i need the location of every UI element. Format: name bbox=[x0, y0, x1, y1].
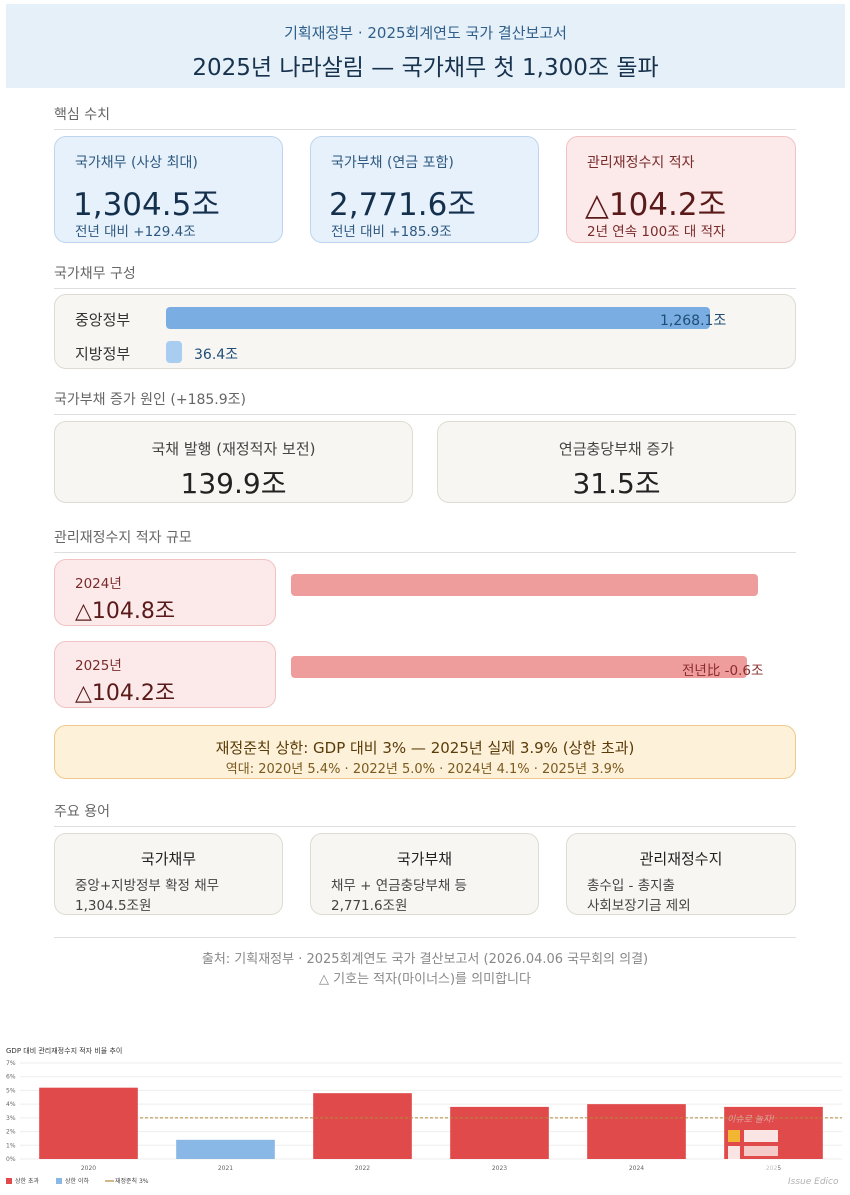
mini-x-tick-label: 2023 bbox=[492, 1165, 507, 1172]
national-debt-change: 전년 대비 +129.4조 bbox=[75, 224, 196, 240]
bond-issuance-value: 139.9조 bbox=[180, 467, 287, 500]
mini-bar bbox=[176, 1139, 275, 1159]
mini-bar bbox=[313, 1093, 412, 1159]
mini-x-tick-label: 2022 bbox=[355, 1165, 370, 1172]
pension-liability-card: 연금충당부채 증가 31.5조 bbox=[437, 421, 796, 503]
mini-bar bbox=[587, 1104, 686, 1159]
mini-bar bbox=[39, 1087, 138, 1159]
mini-legend-label: 상한 초과 bbox=[15, 1177, 39, 1185]
mini-y-tick-label: 5% bbox=[6, 1087, 16, 1094]
pension-liability-label: 연금충당부채 증가 bbox=[558, 440, 675, 458]
mini-legend-swatch bbox=[6, 1178, 12, 1184]
mini-legend-label: 재정준칙 3% bbox=[115, 1177, 149, 1185]
mini-chart-title: GDP 대비 관리재정수지 적자 비율 추이 bbox=[6, 1047, 123, 1055]
deficit-2024-value: △104.8조 bbox=[75, 599, 176, 624]
bond-issuance-label: 국채 발행 (재정적자 보전) bbox=[151, 440, 316, 458]
term-fiscal-balance-title: 관리재정수지 bbox=[639, 850, 723, 868]
deficit-2024-card: 2024년 △104.8조 bbox=[54, 559, 276, 626]
mini-y-tick-label: 6% bbox=[6, 1074, 16, 1081]
national-debt-label: 국가채무 (사상 최대) bbox=[75, 155, 198, 171]
deficit-ratio-chart: 0%1%2%3%4%5%6%7%202020212022202320242025… bbox=[6, 1060, 842, 1185]
local-government-value: 36.4조 bbox=[194, 347, 239, 363]
fiscal-deficit-value: △104.2조 bbox=[585, 187, 727, 223]
national-liability-change: 전년 대비 +185.9조 bbox=[331, 224, 452, 240]
deficit-2025-card: 2025년 △104.2조 bbox=[54, 641, 276, 708]
local-government-label: 지방정부 bbox=[75, 345, 131, 363]
fiscal-deficit-note: 2년 연속 100조 대 적자 bbox=[587, 224, 726, 240]
term-national-liability-desc: 채무 + 연금충당부채 등 bbox=[331, 878, 467, 894]
mini-legend-label: 상한 이하 bbox=[65, 1177, 89, 1185]
source-divider bbox=[54, 937, 796, 938]
term-national-liability-amount: 2,771.6조원 bbox=[331, 898, 408, 914]
mini-x-tick-label: 2024 bbox=[629, 1165, 644, 1172]
local-government-bar bbox=[166, 341, 182, 363]
mini-y-tick-label: 3% bbox=[6, 1115, 16, 1122]
section-key-figures: 핵심 수치 bbox=[54, 104, 796, 130]
fiscal-deficit-card: 관리재정수지 적자 △104.2조 2년 연속 100조 대 적자 bbox=[566, 136, 796, 243]
fiscal-deficit-label: 관리재정수지 적자 bbox=[587, 155, 695, 171]
mini-y-tick-label: 2% bbox=[6, 1129, 16, 1136]
term-fiscal-balance-note: 사회보장기금 제외 bbox=[587, 898, 691, 914]
fiscal-rule-box: 재정준칙 상한: GDP 대비 3% — 2025년 실제 3.9% (상한 초… bbox=[54, 725, 796, 779]
term-national-debt-amount: 1,304.5조원 bbox=[75, 898, 152, 914]
term-national-liability: 국가부채 채무 + 연금충당부채 등 2,771.6조원 bbox=[310, 833, 539, 915]
deficit-2024-year: 2024년 bbox=[75, 576, 122, 592]
national-liability-label: 국가부채 (연금 포함) bbox=[331, 155, 454, 171]
term-national-debt-desc: 중앙+지방정부 확정 채무 bbox=[75, 878, 220, 894]
mini-x-tick-label: 2020 bbox=[81, 1165, 96, 1172]
mini-bar bbox=[450, 1106, 549, 1159]
deficit-2024-bar bbox=[291, 574, 758, 596]
national-liability-value: 2,771.6조 bbox=[329, 187, 476, 223]
report-organization: 기획재정부 · 2025회계연도 국가 결산보고서 bbox=[284, 24, 567, 42]
mini-legend-swatch bbox=[56, 1178, 62, 1184]
mini-y-tick-label: 0% bbox=[6, 1156, 16, 1163]
national-liability-card: 국가부채 (연금 포함) 2,771.6조 전년 대비 +185.9조 bbox=[310, 136, 539, 243]
central-government-bar bbox=[166, 307, 710, 329]
term-fiscal-balance-desc: 총수입 - 총지출 bbox=[587, 878, 675, 894]
section-composition: 국가채무 구성 bbox=[54, 263, 796, 289]
source-symbol-note: △ 기호는 적자(마이너스)를 의미합니다 bbox=[319, 972, 531, 987]
report-title: 2025년 나라살림 — 국가채무 첫 1,300조 돌파 bbox=[192, 55, 659, 81]
section-deficit: 관리재정수지 적자 규모 bbox=[54, 527, 796, 553]
term-fiscal-balance: 관리재정수지 총수입 - 총지출 사회보장기금 제외 bbox=[566, 833, 796, 915]
issue-edico-logo-icon bbox=[728, 1130, 778, 1182]
bond-issuance-card: 국채 발행 (재정적자 보전) 139.9조 bbox=[54, 421, 413, 503]
mini-y-tick-label: 1% bbox=[6, 1142, 16, 1149]
mini-x-tick-label: 2021 bbox=[218, 1165, 233, 1172]
term-national-debt-title: 국가채무 bbox=[140, 850, 197, 868]
issue-edico-logo-text: Issue Edico bbox=[788, 1177, 839, 1187]
issue-edico-logo-note: 이슈로 놀자! bbox=[727, 1115, 775, 1125]
report-header: 기획재정부 · 2025회계연도 국가 결산보고서 2025년 나라살림 — 국… bbox=[6, 4, 845, 88]
fiscal-rule-history: 역대: 2020년 5.4% · 2022년 5.0% · 2024년 4.1%… bbox=[225, 762, 625, 777]
central-government-label: 중앙정부 bbox=[75, 311, 131, 329]
mini-y-tick-label: 4% bbox=[6, 1101, 16, 1108]
mini-y-tick-label: 7% bbox=[6, 1060, 16, 1067]
national-debt-value: 1,304.5조 bbox=[73, 187, 220, 223]
term-national-liability-title: 국가부채 bbox=[396, 850, 453, 868]
deficit-2025-bar bbox=[291, 656, 748, 678]
section-causes: 국가부채 증가 원인 (+185.9조) bbox=[54, 389, 796, 415]
deficit-2025-value: △104.2조 bbox=[75, 681, 176, 706]
term-national-debt: 국가채무 중앙+지방정부 확정 채무 1,304.5조원 bbox=[54, 833, 283, 915]
deficit-2025-year: 2025년 bbox=[75, 658, 122, 674]
deficit-change-note: 전년比 -0.6조 bbox=[682, 663, 764, 679]
national-debt-card: 국가채무 (사상 최대) 1,304.5조 전년 대비 +129.4조 bbox=[54, 136, 283, 243]
central-government-value: 1,268.1조 bbox=[660, 313, 727, 329]
source-citation: 출처: 기획재정부 · 2025회계연도 국가 결산보고서 (2026.04.0… bbox=[201, 952, 649, 967]
section-terms: 주요 용어 bbox=[54, 801, 796, 827]
fiscal-rule-headline: 재정준칙 상한: GDP 대비 3% — 2025년 실제 3.9% (상한 초… bbox=[215, 739, 635, 757]
composition-card: 중앙정부 1,268.1조 지방정부 36.4조 bbox=[54, 294, 796, 369]
pension-liability-value: 31.5조 bbox=[572, 467, 661, 500]
